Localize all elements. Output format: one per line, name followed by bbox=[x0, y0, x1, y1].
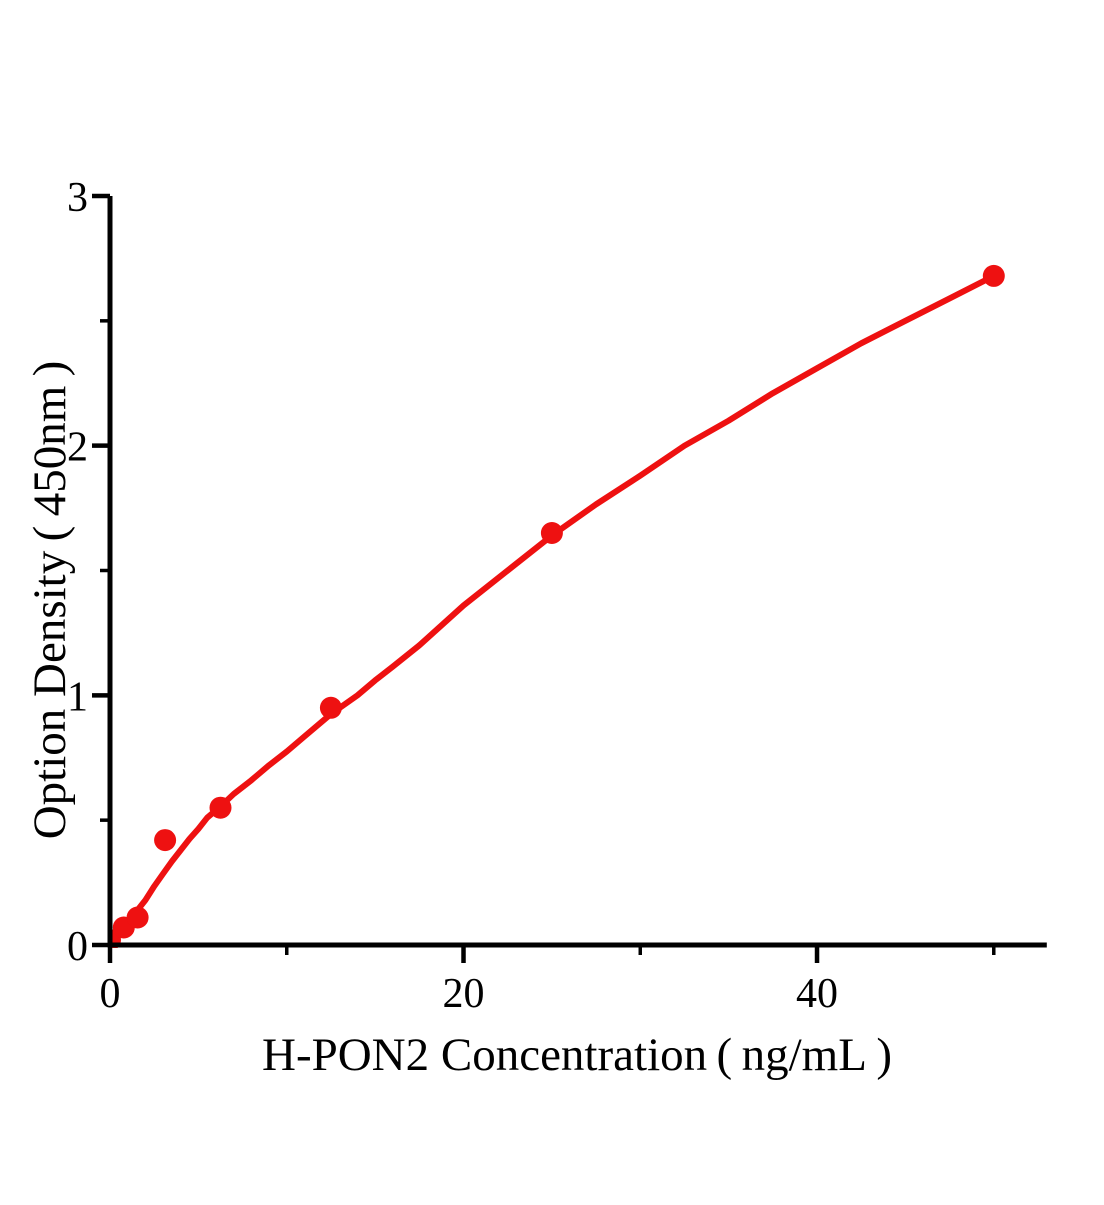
y-tick-label: 3 bbox=[67, 175, 88, 221]
data-point bbox=[540, 522, 563, 544]
data-point bbox=[209, 796, 232, 819]
y-tick-label: 2 bbox=[67, 425, 88, 471]
x-tick-label: 20 bbox=[443, 971, 485, 1017]
x-tick-label: 0 bbox=[100, 971, 121, 1017]
data-point bbox=[126, 906, 149, 929]
series-layer bbox=[110, 264, 1005, 948]
data-point bbox=[154, 829, 177, 852]
y-tick-label: 1 bbox=[67, 674, 88, 720]
y-axis-title: Option Density ( 450nm ) bbox=[24, 361, 76, 840]
x-tick-label: 40 bbox=[796, 971, 838, 1017]
data-point bbox=[982, 264, 1005, 287]
axes-layer bbox=[92, 193, 1047, 963]
tick-label-layer: 0 20 40 0 1 2 3 bbox=[67, 175, 838, 1017]
x-axis-title: H-PON2 Concentration ( ng/mL ) bbox=[262, 1029, 892, 1081]
fit-curve bbox=[110, 272, 997, 948]
data-point bbox=[319, 696, 342, 719]
y-tick-label: 0 bbox=[67, 924, 88, 970]
